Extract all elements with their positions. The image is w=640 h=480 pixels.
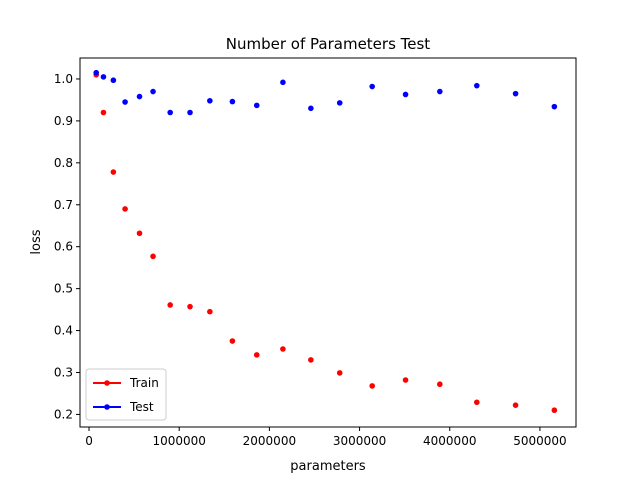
train-point — [402, 377, 409, 383]
test-point — [336, 100, 343, 106]
y-tick-label: 0.3 — [54, 365, 73, 379]
test-point — [167, 109, 173, 116]
x-tick-label: 3000000 — [333, 434, 386, 448]
train-point — [308, 357, 314, 363]
train-point — [512, 402, 519, 408]
test-point — [402, 91, 409, 98]
train-point — [167, 302, 173, 308]
train-point — [100, 109, 107, 116]
test-point — [187, 109, 193, 116]
x-axis: 0 1000000 2000000 3000000 4000000 5000000 — [85, 427, 567, 448]
test-point — [122, 99, 128, 105]
test-point — [229, 98, 236, 105]
y-tick-label: 0.9 — [54, 114, 73, 128]
y-axis: 0.2 0.3 0.4 0.5 0.6 0.7 0.8 0.9 1.0 — [54, 72, 80, 421]
train-point — [336, 370, 343, 376]
test-point — [551, 103, 558, 110]
test-point — [136, 93, 143, 100]
test-point — [280, 79, 286, 86]
legend-train-label: Train — [129, 376, 159, 390]
train-point — [437, 381, 443, 388]
y-tick-label: 0.7 — [54, 198, 73, 212]
train-point — [150, 253, 156, 260]
train-point — [551, 407, 558, 414]
y-tick-label: 0.6 — [54, 240, 73, 254]
test-point — [110, 77, 117, 84]
train-point — [253, 352, 260, 358]
train-point — [136, 230, 143, 237]
legend-test-label: Test — [129, 400, 154, 414]
test-point — [93, 69, 100, 76]
test-point — [474, 82, 480, 89]
x-axis-label: parameters — [290, 459, 366, 474]
test-point — [207, 97, 213, 104]
x-tick-label: 0 — [85, 434, 93, 448]
x-tick-label: 2000000 — [243, 434, 296, 448]
y-tick-label: 0.2 — [54, 407, 73, 421]
x-tick-label: 4000000 — [423, 434, 476, 448]
test-point — [308, 105, 314, 112]
train-point — [110, 169, 117, 175]
test-point — [369, 83, 375, 90]
legend-train-marker — [104, 380, 110, 386]
test-point — [512, 90, 519, 97]
train-point — [187, 303, 193, 310]
legend: Train Test — [85, 368, 167, 421]
test-point — [150, 88, 156, 95]
test-point — [100, 74, 107, 80]
data-points — [93, 69, 558, 414]
y-tick-label: 0.5 — [54, 282, 73, 296]
y-tick-label: 1.0 — [54, 72, 73, 86]
legend-test-marker — [104, 404, 110, 410]
chart-title: Number of Parameters Test — [226, 35, 431, 53]
y-tick-label: 0.8 — [54, 156, 73, 170]
train-point — [122, 206, 128, 212]
x-tick-label: 1000000 — [152, 434, 205, 448]
y-axis-label: loss — [29, 229, 44, 254]
train-point — [229, 338, 236, 344]
train-point — [280, 346, 286, 352]
test-point — [253, 102, 260, 109]
train-point — [474, 399, 480, 406]
test-point — [437, 88, 443, 95]
plot-area — [79, 57, 577, 428]
y-tick-label: 0.4 — [54, 324, 73, 338]
x-tick-label: 5000000 — [513, 434, 566, 448]
train-point — [369, 383, 375, 389]
train-point — [207, 308, 213, 315]
